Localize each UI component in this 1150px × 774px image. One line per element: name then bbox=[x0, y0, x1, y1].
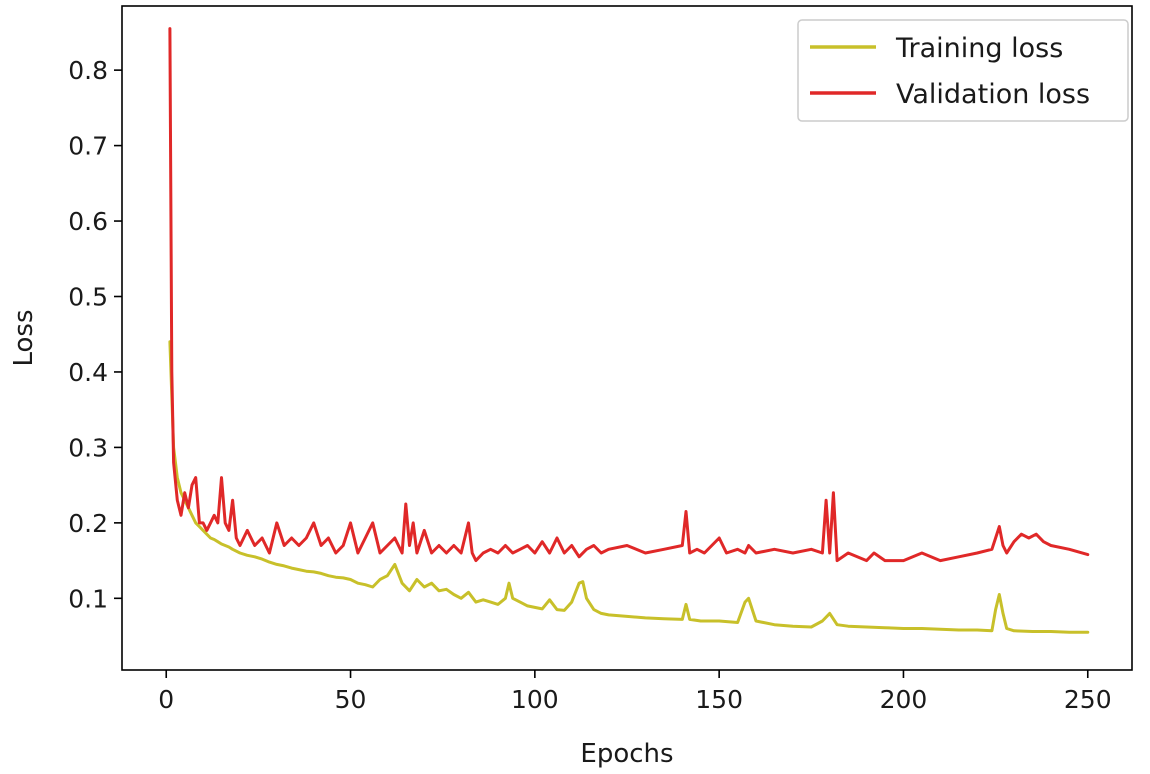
validation-loss-line bbox=[168, 27, 1090, 563]
y-axis-label: Loss bbox=[9, 309, 39, 366]
axis-ticks: 0 50 100 150 200 250 0.1 0.2 0.3 0.4 0.5 0.6 0.7 0.8 bbox=[68, 56, 1111, 714]
y-tick-label: 0.4 bbox=[68, 358, 108, 387]
x-tick-label: 250 bbox=[1064, 685, 1112, 714]
x-tick-label: 150 bbox=[695, 685, 743, 714]
y-tick-label: 0.1 bbox=[68, 584, 108, 613]
y-tick-label: 0.6 bbox=[68, 207, 108, 236]
plot-frame bbox=[121, 5, 1133, 671]
legend-box bbox=[797, 19, 1129, 122]
x-tick-label: 100 bbox=[511, 685, 559, 714]
x-tick-label: 0 bbox=[158, 685, 174, 714]
x-axis-label: Epochs bbox=[580, 739, 673, 769]
x-tick-label: 50 bbox=[335, 685, 367, 714]
x-tick-label: 200 bbox=[880, 685, 928, 714]
y-tick-label: 0.3 bbox=[68, 433, 108, 462]
y-tick-label: 0.2 bbox=[68, 509, 108, 538]
y-tick-label: 0.8 bbox=[68, 56, 108, 85]
training-loss-line bbox=[168, 340, 1090, 634]
plot-lines bbox=[168, 27, 1090, 634]
y-tick-label: 0.7 bbox=[68, 132, 108, 161]
legend-label-validation: Validation loss bbox=[896, 79, 1090, 110]
y-tick-label: 0.5 bbox=[68, 283, 108, 312]
legend: Training loss Validation loss bbox=[797, 19, 1129, 122]
legend-label-training: Training loss bbox=[895, 33, 1063, 64]
